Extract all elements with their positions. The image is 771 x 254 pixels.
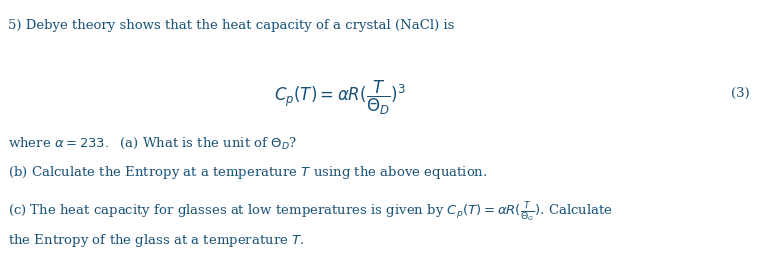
Text: (3): (3) [731, 87, 750, 100]
Text: (b) Calculate the Entropy at a temperature $T$ using the above equation.: (b) Calculate the Entropy at a temperatu… [8, 164, 487, 181]
Text: where $\alpha = 233.$  (a) What is the unit of $\Theta_D$?: where $\alpha = 233.$ (a) What is the un… [8, 136, 298, 151]
Text: $C_p(T) = \alpha R(\dfrac{T}{\Theta_D})^3$: $C_p(T) = \alpha R(\dfrac{T}{\Theta_D})^… [274, 79, 406, 117]
Text: (c) The heat capacity for glasses at low temperatures is given by $C_p(T) = \alp: (c) The heat capacity for glasses at low… [8, 200, 613, 224]
Text: 5) Debye theory shows that the heat capacity of a crystal (NaCl) is: 5) Debye theory shows that the heat capa… [8, 19, 454, 32]
Text: the Entropy of the glass at a temperature $T$.: the Entropy of the glass at a temperatur… [8, 232, 305, 249]
